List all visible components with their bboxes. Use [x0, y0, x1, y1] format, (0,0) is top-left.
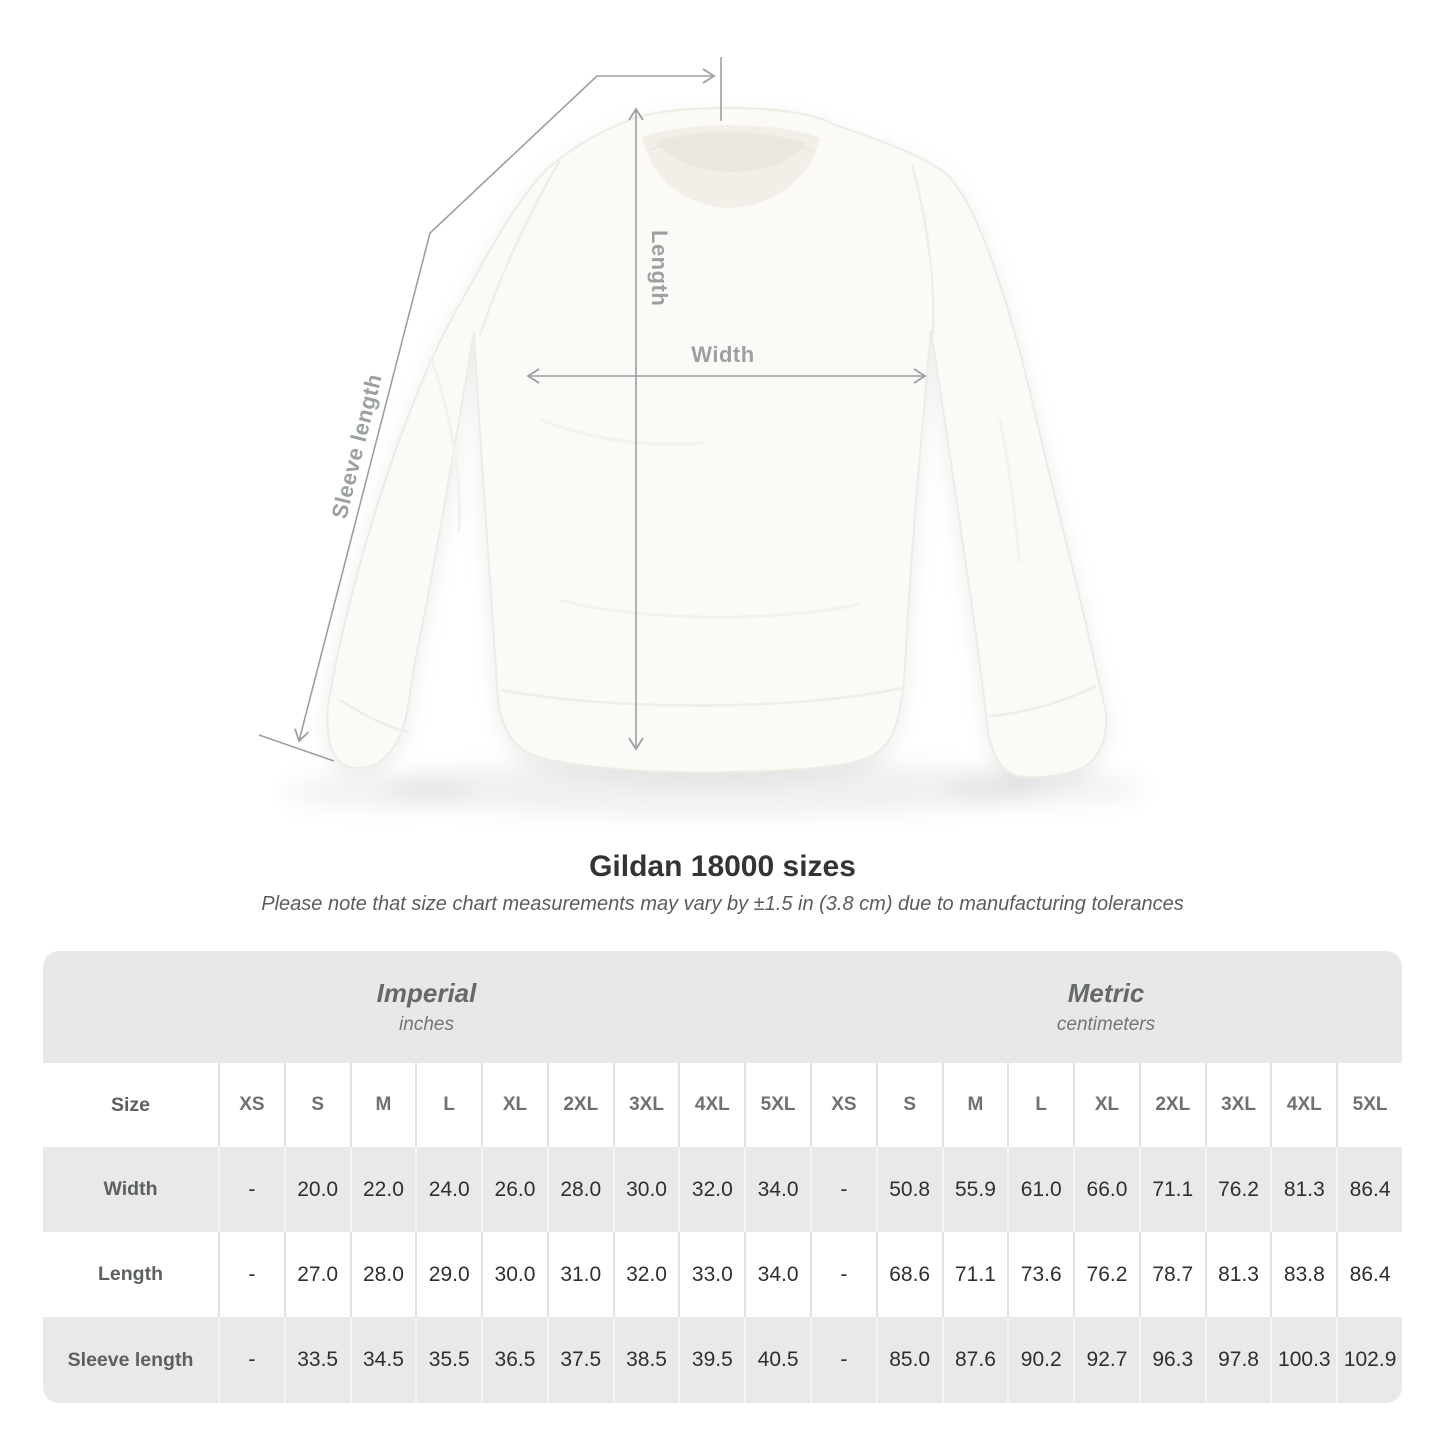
- value-cell: 76.2: [1204, 1147, 1271, 1232]
- size-header-cell: 5XL: [744, 1063, 810, 1147]
- unit-group-metric: Metric centimeters: [810, 951, 1402, 1063]
- unit-group-name: Metric: [1067, 978, 1145, 1008]
- value-cell: -: [218, 1317, 284, 1403]
- value-cell: 28.0: [546, 1147, 613, 1232]
- value-cell: -: [218, 1147, 284, 1232]
- value-cell: 37.5: [546, 1317, 613, 1403]
- value-cell: 24.0: [415, 1147, 482, 1232]
- value-cell: 29.0: [415, 1232, 482, 1317]
- value-cell: 81.3: [1270, 1147, 1337, 1232]
- garment-shadow: [283, 760, 1145, 816]
- value-cell: 50.8: [875, 1147, 942, 1232]
- value-cell: -: [810, 1147, 876, 1232]
- value-cell: -: [218, 1232, 284, 1317]
- value-cell: 39.5: [678, 1317, 745, 1403]
- unit-group-unit: inches: [399, 1014, 454, 1035]
- sleeve-length-tick: [258, 734, 335, 762]
- value-cell: 96.3: [1138, 1317, 1205, 1403]
- value-cell: 102.9: [1336, 1317, 1402, 1403]
- width-label: Width: [691, 342, 754, 367]
- size-header-cell: 4XL: [678, 1063, 745, 1147]
- value-cell: 33.5: [283, 1317, 350, 1403]
- size-header-cell: 3XL: [612, 1063, 679, 1147]
- size-header-cell: XL: [1073, 1063, 1139, 1147]
- tolerance-note: Please note that size chart measurements…: [261, 893, 1184, 915]
- value-cell: 66.0: [1073, 1147, 1139, 1232]
- value-cell: 55.9: [941, 1147, 1008, 1232]
- value-cell: 83.8: [1270, 1232, 1337, 1317]
- size-header-cell: XL: [481, 1063, 547, 1147]
- size-header-cell: 5XL: [1336, 1063, 1402, 1147]
- size-header-cell: XS: [218, 1063, 284, 1147]
- unit-group-unit: centimeters: [1056, 1014, 1156, 1035]
- size-header-cell: S: [875, 1063, 942, 1147]
- value-cell: 78.7: [1138, 1232, 1205, 1317]
- value-cell: 32.0: [678, 1147, 745, 1232]
- row-label: Width: [43, 1147, 218, 1232]
- value-cell: 32.0: [612, 1232, 679, 1317]
- value-cell: 28.0: [349, 1232, 416, 1317]
- value-cell: 61.0: [1007, 1147, 1074, 1232]
- value-cell: 85.0: [875, 1317, 942, 1403]
- value-cell: 31.0: [546, 1232, 613, 1317]
- value-cell: 36.5: [481, 1317, 547, 1403]
- value-cell: 34.5: [349, 1317, 416, 1403]
- size-column-header: Size: [43, 1063, 218, 1147]
- size-header-cell: 4XL: [1270, 1063, 1337, 1147]
- size-header-cell: 2XL: [1138, 1063, 1205, 1147]
- value-cell: 34.0: [744, 1147, 810, 1232]
- sweatshirt-figure: Length Width Sleeve length: [258, 57, 1145, 816]
- value-cell: -: [810, 1317, 876, 1403]
- value-cell: 68.6: [875, 1232, 942, 1317]
- size-header-cell: L: [415, 1063, 482, 1147]
- size-header-cell: 3XL: [1204, 1063, 1271, 1147]
- row-label: Sleeve length: [43, 1317, 218, 1403]
- value-cell: 35.5: [415, 1317, 482, 1403]
- size-header-cell: M: [349, 1063, 416, 1147]
- value-cell: 86.4: [1336, 1232, 1402, 1317]
- size-header-cell: L: [1007, 1063, 1074, 1147]
- value-cell: 97.8: [1204, 1317, 1271, 1403]
- value-cell: 27.0: [283, 1232, 350, 1317]
- value-cell: 33.0: [678, 1232, 745, 1317]
- size-header-cell: XS: [810, 1063, 876, 1147]
- value-cell: 71.1: [941, 1232, 1008, 1317]
- value-cell: -: [810, 1232, 876, 1317]
- unit-group-name: Imperial: [376, 978, 477, 1008]
- page-title: Gildan 18000 sizes: [589, 850, 856, 883]
- value-cell: 26.0: [481, 1147, 547, 1232]
- value-cell: 20.0: [283, 1147, 350, 1232]
- sleeve-length-arrow: [294, 75, 598, 743]
- size-header-cell: S: [283, 1063, 350, 1147]
- value-cell: 34.0: [744, 1232, 810, 1317]
- value-cell: 73.6: [1007, 1232, 1074, 1317]
- sweatshirt-diagram: Length Width Sleeve length: [258, 57, 1145, 816]
- value-cell: 38.5: [612, 1317, 679, 1403]
- sweatshirt-image: [326, 106, 1108, 779]
- value-cell: 22.0: [349, 1147, 416, 1232]
- size-table: Imperial inches Metric centimeters Size XS S M L…: [43, 951, 1402, 1403]
- sleeve-length-label: Sleeve length: [327, 371, 387, 521]
- unit-group-imperial: Imperial inches: [43, 951, 810, 1063]
- value-cell: 81.3: [1204, 1232, 1271, 1317]
- size-header-cell: M: [941, 1063, 1008, 1147]
- value-cell: 40.5: [744, 1317, 810, 1403]
- row-label: Length: [43, 1232, 218, 1317]
- value-cell: 30.0: [612, 1147, 679, 1232]
- value-cell: 92.7: [1073, 1317, 1139, 1403]
- size-header-cell: 2XL: [546, 1063, 613, 1147]
- length-label: Length: [647, 230, 672, 306]
- value-cell: 71.1: [1138, 1147, 1205, 1232]
- value-cell: 30.0: [481, 1232, 547, 1317]
- value-cell: 76.2: [1073, 1232, 1139, 1317]
- value-cell: 90.2: [1007, 1317, 1074, 1403]
- value-cell: 100.3: [1270, 1317, 1337, 1403]
- value-cell: 87.6: [941, 1317, 1008, 1403]
- value-cell: 86.4: [1336, 1147, 1402, 1232]
